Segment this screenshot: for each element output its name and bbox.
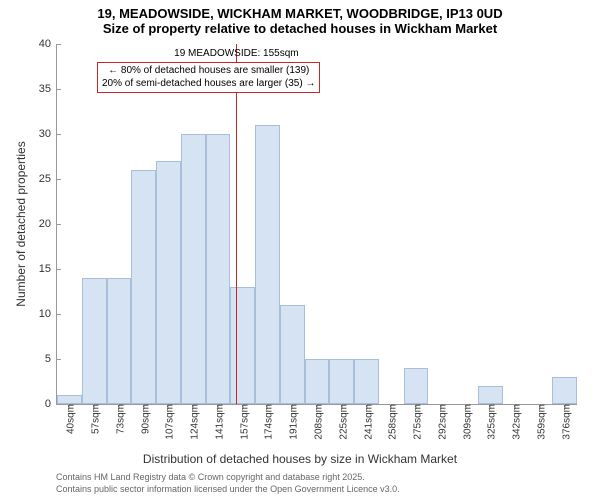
y-tick: 5	[45, 353, 57, 365]
chart-title-line1: 19, MEADOWSIDE, WICKHAM MARKET, WOODBRID…	[0, 0, 600, 21]
histogram-bar	[57, 395, 82, 404]
x-tick: 141sqm	[210, 404, 225, 440]
x-tick: 292sqm	[433, 404, 448, 440]
y-tick: 15	[39, 263, 57, 275]
histogram-bar	[329, 359, 354, 404]
x-tick: 73sqm	[111, 404, 126, 434]
footer-credits: Contains HM Land Registry data © Crown c…	[56, 472, 400, 495]
histogram-bar	[404, 368, 429, 404]
y-axis-label: Number of detached properties	[14, 141, 28, 306]
histogram-bar	[181, 134, 206, 404]
x-tick: 309sqm	[458, 404, 473, 440]
x-tick: 225sqm	[334, 404, 349, 440]
x-tick: 342sqm	[508, 404, 523, 440]
x-tick: 275sqm	[409, 404, 424, 440]
y-tick: 40	[39, 38, 57, 50]
x-tick: 124sqm	[186, 404, 201, 440]
x-tick: 376sqm	[557, 404, 572, 440]
x-tick: 258sqm	[384, 404, 399, 440]
x-tick: 325sqm	[483, 404, 498, 440]
x-tick: 90sqm	[136, 404, 151, 434]
x-tick: 208sqm	[310, 404, 325, 440]
marker-note-line1: ← 80% of detached houses are smaller (13…	[102, 65, 315, 78]
histogram-bar	[478, 386, 503, 404]
histogram-bar	[107, 278, 132, 404]
histogram-bar	[230, 287, 255, 404]
histogram-bar	[156, 161, 181, 404]
y-tick: 35	[39, 83, 57, 95]
footer-line2: Contains public sector information licen…	[56, 484, 400, 496]
marker-title: 19 MEADOWSIDE: 155sqm	[174, 48, 298, 59]
x-tick: 57sqm	[87, 404, 102, 434]
x-tick: 157sqm	[235, 404, 250, 440]
x-tick: 241sqm	[359, 404, 374, 440]
x-tick: 174sqm	[260, 404, 275, 440]
x-tick: 40sqm	[62, 404, 77, 434]
histogram-bar	[255, 125, 280, 404]
histogram-bar	[354, 359, 379, 404]
histogram-bar	[82, 278, 107, 404]
x-tick: 359sqm	[532, 404, 547, 440]
histogram-bar	[305, 359, 330, 404]
y-tick: 20	[39, 218, 57, 230]
y-tick: 0	[45, 398, 57, 410]
histogram-bar	[206, 134, 231, 404]
histogram-bar	[131, 170, 156, 404]
chart-container: 19, MEADOWSIDE, WICKHAM MARKET, WOODBRID…	[0, 0, 600, 500]
x-axis-label: Distribution of detached houses by size …	[0, 452, 600, 466]
marker-annotation-box: ← 80% of detached houses are smaller (13…	[97, 62, 320, 93]
y-tick: 10	[39, 308, 57, 320]
y-tick: 25	[39, 173, 57, 185]
marker-line	[236, 44, 237, 404]
histogram-bar	[280, 305, 305, 404]
x-tick: 191sqm	[285, 404, 300, 440]
plot-area: 051015202530354040sqm57sqm73sqm90sqm107s…	[56, 44, 577, 405]
x-tick: 107sqm	[161, 404, 176, 440]
histogram-bar	[552, 377, 577, 404]
y-tick: 30	[39, 128, 57, 140]
chart-title-line2: Size of property relative to detached ho…	[0, 21, 600, 36]
footer-line1: Contains HM Land Registry data © Crown c…	[56, 472, 400, 484]
marker-note-line2: 20% of semi-detached houses are larger (…	[102, 78, 315, 91]
